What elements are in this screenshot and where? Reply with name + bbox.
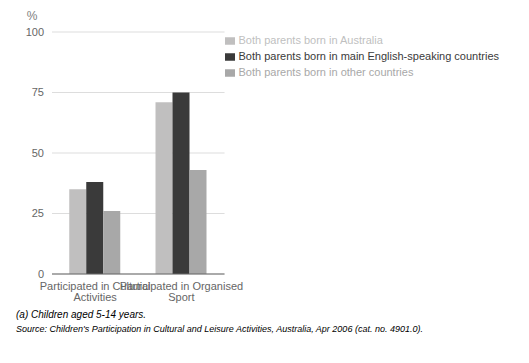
html-text:Activities: Activities xyxy=(73,290,117,303)
html-text:(a) Children aged 5-14 years.: (a) Children aged 5-14 years. xyxy=(16,309,147,320)
svg-text:%: % xyxy=(27,9,38,23)
html-text:Both parents born in main Engl: Both parents born in main English-speaki… xyxy=(238,50,499,62)
svg-text:0: 0 xyxy=(38,268,44,280)
html-text:Participated in Cultural: Participated in Cultural xyxy=(39,279,151,292)
svg-text:75: 75 xyxy=(32,86,44,98)
svg-text:50: 50 xyxy=(32,147,44,159)
html-text:Both parents born in other cou: Both parents born in other countries xyxy=(238,66,414,78)
html-text:Both parents born in Australia: Both parents born in Australia xyxy=(238,34,383,46)
svg-text:Participated in OrganisedSport: Participated in OrganisedSport xyxy=(120,280,244,303)
svg-text:100: 100 xyxy=(26,26,44,38)
html-text:Source: Children's Participati: Source: Children's Participation in Cult… xyxy=(16,324,423,334)
svg-text:25: 25 xyxy=(32,207,44,219)
